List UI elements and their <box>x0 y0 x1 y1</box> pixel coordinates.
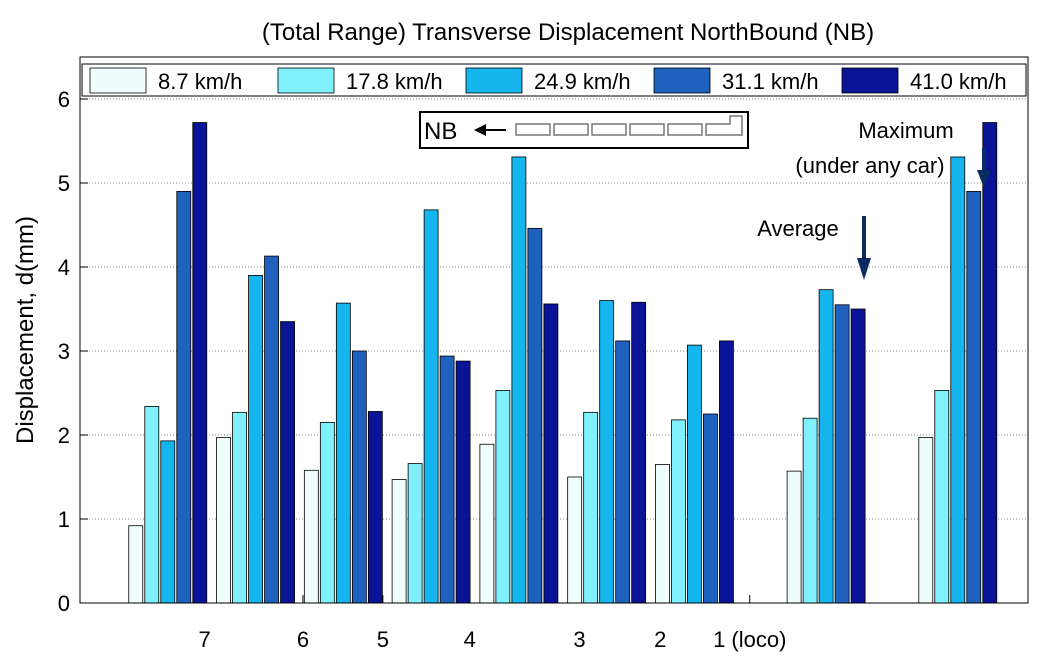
bar <box>655 463 670 604</box>
bar <box>455 360 471 604</box>
train-icon <box>515 115 743 136</box>
y-tick-label: 0 <box>58 591 70 616</box>
legend-swatch <box>465 67 523 94</box>
legend-label: 41.0 km/h <box>910 69 1007 94</box>
bar <box>479 443 495 604</box>
bar <box>391 479 407 604</box>
x-tick-label: 5 <box>377 627 389 652</box>
x-tick-label: 6 <box>297 627 309 652</box>
bar <box>918 437 934 604</box>
y-tick-label: 5 <box>58 171 70 196</box>
bar <box>264 255 279 604</box>
bar <box>439 355 455 604</box>
bar <box>615 340 631 604</box>
legend-swatch <box>89 67 147 94</box>
bar <box>128 525 144 604</box>
bar <box>495 390 511 604</box>
legend-label: 17.8 km/h <box>346 69 443 94</box>
x-tick-label: 2 <box>654 627 666 652</box>
annotation: Average <box>757 216 839 241</box>
bar <box>703 413 718 604</box>
bar <box>567 476 583 604</box>
bar <box>583 411 599 604</box>
bar <box>687 344 702 604</box>
x-tick-label: 3 <box>573 627 585 652</box>
bar <box>599 300 615 604</box>
legend-label: 8.7 km/h <box>158 69 242 94</box>
annotation-arrow-head <box>977 170 991 188</box>
bar <box>631 301 647 604</box>
bar <box>160 440 176 604</box>
bar <box>319 421 335 604</box>
plot-frame <box>79 56 1029 604</box>
bar <box>511 156 527 604</box>
bar <box>802 417 818 604</box>
annotation: Maximum <box>858 118 953 143</box>
bar <box>850 308 866 604</box>
y-tick-label: 2 <box>58 423 70 448</box>
bar <box>248 274 263 604</box>
bar <box>280 321 295 604</box>
bar <box>818 289 834 604</box>
annotation-arrow-head <box>857 258 871 280</box>
bar <box>192 122 208 604</box>
bar <box>303 469 319 604</box>
bar <box>671 419 686 604</box>
bar <box>335 302 351 604</box>
bar <box>367 411 383 604</box>
annotation: (under any car) <box>795 153 944 178</box>
y-tick-label: 4 <box>58 255 70 280</box>
bar <box>786 470 802 604</box>
x-tick-label: 1 (loco) <box>713 627 786 652</box>
x-tick-label: 4 <box>464 627 476 652</box>
legend: 8.7 km/h 17.8 km/h 24.9 km/h 31.1 km/h 41.0 … <box>81 63 1027 97</box>
legend-swatch <box>277 67 335 94</box>
inset-label: NB <box>424 118 457 145</box>
bar <box>966 190 982 604</box>
bar <box>216 437 231 604</box>
bar <box>351 350 367 604</box>
bar <box>834 304 850 604</box>
bar <box>423 209 439 604</box>
bar <box>527 227 543 604</box>
bar <box>719 340 734 604</box>
bar <box>934 390 950 604</box>
x-tick-label: 7 <box>199 627 211 652</box>
bar <box>950 156 966 604</box>
y-tick-label: 6 <box>58 87 70 112</box>
y-tick-label: 3 <box>58 339 70 364</box>
legend-swatch <box>841 67 899 94</box>
legend-swatch <box>653 67 711 94</box>
legend-label: 24.9 km/h <box>534 69 631 94</box>
direction-inset: NB <box>419 111 749 149</box>
y-axis-label: Displacement, d(mm) <box>12 216 39 444</box>
y-tick-label: 1 <box>58 507 70 532</box>
bar <box>982 122 998 604</box>
bar <box>407 463 423 604</box>
legend-label: 31.1 km/h <box>722 69 819 94</box>
bar <box>232 411 247 604</box>
bar <box>144 406 160 604</box>
bar <box>176 190 192 604</box>
inset-arrow-head <box>474 124 486 136</box>
bar <box>543 303 559 604</box>
chart-title: (Total Range) Transverse Displacement No… <box>262 19 874 46</box>
inset-box <box>419 111 749 149</box>
